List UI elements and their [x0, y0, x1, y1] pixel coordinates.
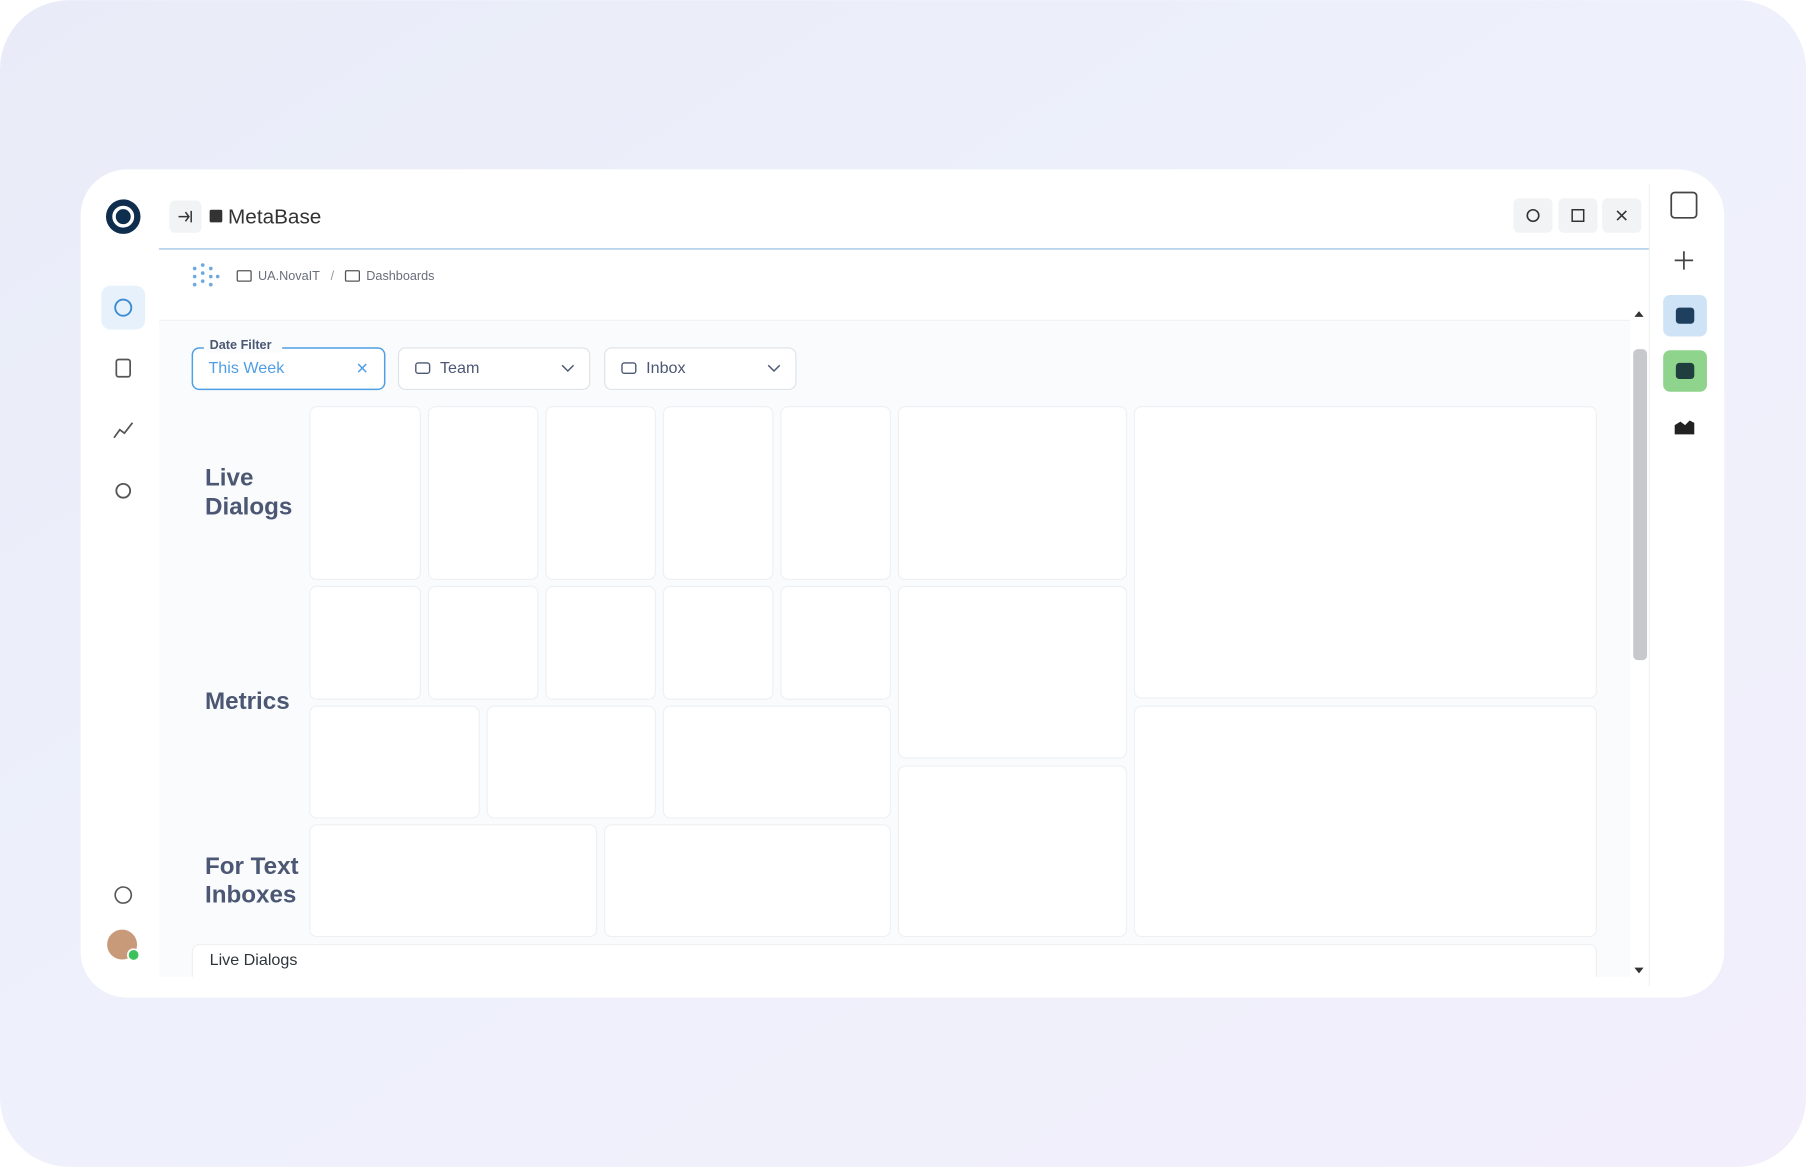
card: [780, 406, 891, 581]
card: [897, 406, 1128, 581]
card: [1133, 406, 1597, 699]
app-title: MetaBase: [228, 205, 321, 228]
section-title: Inboxes: [205, 882, 296, 909]
nav-settings[interactable]: [115, 482, 132, 499]
nav-help[interactable]: [114, 886, 133, 904]
chevron: [767, 364, 781, 373]
open-button[interactable]: [1558, 198, 1598, 233]
card-title: Live Dialogs: [210, 951, 298, 969]
nav-analytics[interactable]: [113, 422, 134, 439]
filter-value: This Week: [208, 359, 285, 377]
folder-icon: [344, 270, 360, 282]
refresh-button[interactable]: [1513, 198, 1553, 233]
metabase-icon: [1675, 362, 1695, 380]
card: [897, 585, 1128, 759]
card: [309, 585, 421, 700]
filter-name: Team: [440, 359, 479, 377]
tag-icon: [621, 362, 637, 374]
inbox-filter[interactable]: [604, 347, 797, 390]
filter-label-bg: [203, 338, 283, 353]
section-title: For Text: [205, 853, 299, 880]
card: [780, 585, 891, 700]
logo-ring: [112, 205, 135, 228]
nav-contacts[interactable]: [115, 358, 132, 378]
card: [662, 585, 774, 700]
card: [662, 705, 891, 819]
card: [545, 406, 656, 581]
filter-name: Inbox: [646, 359, 685, 377]
date-filter[interactable]: [191, 347, 386, 391]
breadcrumb-item[interactable]: UA.NovaIT: [258, 269, 320, 283]
nav-chat[interactable]: [114, 298, 133, 317]
apps-icon[interactable]: [1670, 191, 1698, 219]
clip: [158, 976, 1645, 998]
card: [309, 824, 598, 938]
folder-icon: [236, 270, 252, 282]
breadcrumb-item[interactable]: Dashboards: [366, 269, 434, 283]
close-icon: [1616, 210, 1627, 221]
reports-icon[interactable]: [1673, 420, 1696, 436]
add-icon[interactable]: [1674, 251, 1694, 270]
clear-filter[interactable]: [357, 363, 367, 373]
metabase-logo: [192, 263, 220, 287]
card: [427, 406, 539, 581]
card: [545, 585, 656, 700]
team-filter[interactable]: [397, 347, 591, 390]
scrollbar[interactable]: [1633, 349, 1648, 661]
section-title: Live: [205, 465, 253, 492]
tag-icon: [415, 362, 431, 374]
card: [309, 705, 480, 819]
filter-label: Date Filter: [210, 338, 272, 352]
section-title: Dialogs: [205, 493, 292, 520]
open-icon: [1571, 208, 1585, 223]
card: [1133, 705, 1597, 938]
refresh-icon: [1526, 208, 1540, 223]
card: [897, 765, 1128, 938]
breadcrumb-separator: /: [331, 269, 335, 283]
chevron: [561, 364, 575, 373]
collapse-icon: [178, 210, 192, 223]
card: [427, 585, 539, 700]
card: [309, 406, 421, 581]
logo[interactable]: [105, 199, 141, 234]
card: [662, 406, 774, 581]
section-title: Metrics: [205, 688, 290, 715]
app-icon: [209, 209, 223, 223]
nav-chat-bg[interactable]: [101, 285, 146, 330]
status-dot: [126, 948, 141, 962]
phone-icon: [1675, 307, 1695, 324]
card: [486, 705, 656, 819]
card: [604, 824, 891, 938]
